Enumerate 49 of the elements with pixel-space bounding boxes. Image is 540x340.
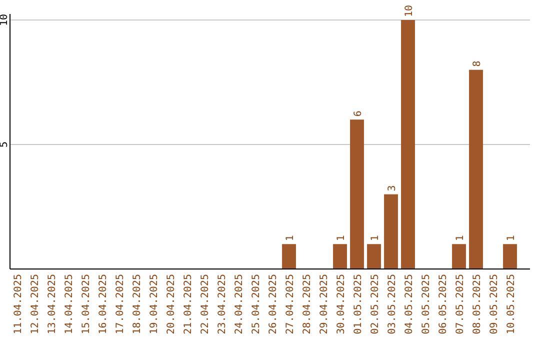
data-label: 1 — [370, 235, 381, 242]
bar — [503, 244, 517, 269]
x-tick-label: 16.04.2025 — [98, 274, 109, 334]
x-tick-label: 11.04.2025 — [13, 274, 24, 334]
x-tick-label: 19.04.2025 — [149, 274, 160, 334]
x-tick-label: 09.05.2025 — [489, 274, 500, 334]
x-tick-label: 17.04.2025 — [115, 274, 126, 334]
x-tick-label: 21.04.2025 — [183, 274, 194, 334]
x-tick-label: 25.04.2025 — [251, 274, 262, 334]
bar — [401, 20, 415, 269]
x-tick-label: 20.04.2025 — [166, 274, 177, 334]
y-tick-label: 5 — [0, 141, 10, 148]
x-tick-label: 03.05.2025 — [387, 274, 398, 334]
x-tick-label: 01.05.2025 — [353, 274, 364, 334]
bar — [452, 244, 466, 269]
bar — [469, 70, 483, 269]
data-label: 3 — [387, 185, 398, 192]
bar — [282, 244, 296, 269]
x-tick-label: 18.04.2025 — [132, 274, 143, 334]
x-tick-label: 14.04.2025 — [64, 274, 75, 334]
x-tick-label: 10.05.2025 — [506, 274, 517, 334]
x-tick-label: 23.04.2025 — [217, 274, 228, 334]
x-tick-label: 02.05.2025 — [370, 274, 381, 334]
data-label: 1 — [506, 235, 517, 242]
bar — [333, 244, 347, 269]
x-tick-label: 26.04.2025 — [268, 274, 279, 334]
x-tick-label: 15.04.2025 — [81, 274, 92, 334]
x-tick-label: 05.05.2025 — [421, 274, 432, 334]
x-tick-label: 29.04.2025 — [319, 274, 330, 334]
data-label: 10 — [404, 4, 415, 17]
x-tick-label: 12.04.2025 — [30, 274, 41, 334]
x-tick-label: 13.04.2025 — [47, 274, 58, 334]
x-tick-label: 08.05.2025 — [472, 274, 483, 334]
data-label: 6 — [353, 110, 364, 117]
data-label: 1 — [455, 235, 466, 242]
data-label: 8 — [472, 60, 483, 67]
data-label: 1 — [336, 235, 347, 242]
x-tick-label: 27.04.2025 — [285, 274, 296, 334]
x-tick-label: 22.04.2025 — [200, 274, 211, 334]
x-tick-label: 28.04.2025 — [302, 274, 313, 334]
x-tick-label: 30.04.2025 — [336, 274, 347, 334]
data-label: 1 — [285, 235, 296, 242]
x-tick-label: 04.05.2025 — [404, 274, 415, 334]
bar — [384, 194, 398, 269]
x-tick-label: 24.04.2025 — [234, 274, 245, 334]
bar — [367, 244, 381, 269]
bar — [350, 120, 364, 269]
x-tick-label: 07.05.2025 — [455, 274, 466, 334]
x-tick-label: 06.05.2025 — [438, 274, 449, 334]
